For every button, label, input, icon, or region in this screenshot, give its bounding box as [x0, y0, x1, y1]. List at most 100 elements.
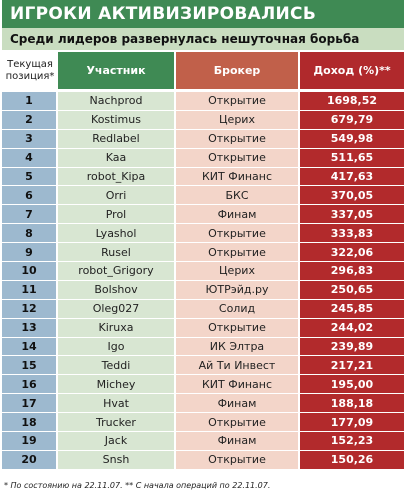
participant-cell: Nachprod: [58, 92, 176, 110]
participant-cell: Igo: [58, 337, 176, 356]
income-cell: 195,00: [300, 375, 404, 394]
table-row: 8 Lyashol Открытие 333,83: [2, 223, 404, 243]
table-row: 15 Teddi Ай Ти Инвест 217,21: [2, 355, 404, 375]
income-cell: 217,21: [300, 356, 404, 375]
position-cell: 5: [2, 167, 58, 186]
position-cell: 19: [2, 432, 58, 450]
income-cell: 188,18: [300, 394, 404, 413]
income-cell: 679,79: [300, 110, 404, 129]
table-row: 4 Kaa Открытие 511,65: [2, 147, 404, 167]
broker-cell: Открытие: [176, 413, 300, 432]
broker-cell: Открытие: [176, 318, 300, 337]
position-cell: 1: [2, 92, 58, 110]
income-cell: 322,06: [300, 243, 404, 262]
participant-cell: Michey: [58, 375, 176, 394]
participant-cell: Kaa: [58, 148, 176, 167]
table-row: 17 Hvat Финам 188,18: [2, 393, 404, 413]
participant-cell: robot_Grigory: [58, 262, 176, 280]
income-cell: 417,63: [300, 167, 404, 186]
broker-cell: Солид: [176, 299, 300, 318]
header-participant: Участник: [58, 52, 176, 89]
participant-cell: robot_Kipa: [58, 167, 176, 186]
broker-cell: Церих: [176, 110, 300, 129]
participant-cell: Trucker: [58, 413, 176, 432]
income-cell: 150,26: [300, 450, 404, 469]
broker-cell: КИТ Финанс: [176, 375, 300, 394]
broker-cell: КИТ Финанс: [176, 167, 300, 186]
table-row: 3 Redlabel Открытие 549,98: [2, 128, 404, 148]
income-cell: 239,89: [300, 337, 404, 356]
table-row: 11 Bolshov ЮТРэйд.ру 250,65: [2, 279, 404, 299]
position-cell: 18: [2, 413, 58, 432]
position-cell: 16: [2, 375, 58, 394]
table-body: 1 Nachprod Открытие 1698,52 2 Kostimus Церих 67…: [2, 91, 404, 469]
table-header: Текущая позиция* Участник Брокер Доход (…: [2, 52, 404, 89]
broker-cell: Финам: [176, 394, 300, 413]
table-row: 14 Igo ИК Элтра 239,89: [2, 336, 404, 356]
table-row: 5 robot_Kipa КИТ Финанс 417,63: [2, 166, 404, 186]
broker-cell: ИК Элтра: [176, 337, 300, 356]
broker-cell: Открытие: [176, 224, 300, 243]
position-cell: 2: [2, 110, 58, 129]
broker-cell: БКС: [176, 186, 300, 205]
income-cell: 337,05: [300, 205, 404, 224]
position-cell: 3: [2, 129, 58, 148]
header-income: Доход (%)**: [300, 52, 404, 89]
income-cell: 370,05: [300, 186, 404, 205]
table-row: 6 Orri БКС 370,05: [2, 185, 404, 205]
table-row: 19 Jack Финам 152,23: [2, 431, 404, 450]
broker-cell: Открытие: [176, 129, 300, 148]
participant-cell: Rusel: [58, 243, 176, 262]
broker-cell: Финам: [176, 205, 300, 224]
table-row: 1 Nachprod Открытие 1698,52: [2, 91, 404, 110]
income-cell: 177,09: [300, 413, 404, 432]
income-cell: 250,65: [300, 280, 404, 299]
header-position: Текущая позиция*: [2, 52, 58, 89]
position-cell: 6: [2, 186, 58, 205]
position-cell: 7: [2, 205, 58, 224]
position-cell: 13: [2, 318, 58, 337]
header-broker: Брокер: [176, 52, 300, 89]
participant-cell: Lyashol: [58, 224, 176, 243]
income-cell: 244,02: [300, 318, 404, 337]
broker-cell: ЮТРэйд.ру: [176, 280, 300, 299]
table-row: 13 Kiruxa Открытие 244,02: [2, 317, 404, 337]
broker-cell: Финам: [176, 432, 300, 450]
table-row: 16 Michey КИТ Финанс 195,00: [2, 374, 404, 394]
income-cell: 245,85: [300, 299, 404, 318]
position-cell: 17: [2, 394, 58, 413]
position-cell: 12: [2, 299, 58, 318]
table-row: 18 Trucker Открытие 177,09: [2, 412, 404, 432]
position-cell: 8: [2, 224, 58, 243]
position-cell: 20: [2, 450, 58, 469]
table-row: 20 Snsh Открытие 150,26: [2, 449, 404, 469]
position-cell: 14: [2, 337, 58, 356]
participant-cell: Oleg027: [58, 299, 176, 318]
participant-cell: Jack: [58, 432, 176, 450]
participant-cell: Hvat: [58, 394, 176, 413]
broker-cell: Открытие: [176, 92, 300, 110]
broker-cell: Открытие: [176, 243, 300, 262]
position-cell: 9: [2, 243, 58, 262]
position-cell: 15: [2, 356, 58, 375]
position-cell: 10: [2, 262, 58, 280]
footnote: * По состоянию на 22.11.07. ** С начала …: [4, 481, 271, 490]
income-cell: 549,98: [300, 129, 404, 148]
income-cell: 333,83: [300, 224, 404, 243]
page-subtitle: Среди лидеров развернулась нешуточная бо…: [2, 28, 404, 50]
participant-cell: Teddi: [58, 356, 176, 375]
table-row: 7 Prol Финам 337,05: [2, 204, 404, 224]
participant-cell: Bolshov: [58, 280, 176, 299]
participant-cell: Kostimus: [58, 110, 176, 129]
table-row: 10 robot_Grigory Церих 296,83: [2, 261, 404, 280]
table-row: 12 Oleg027 Солид 245,85: [2, 298, 404, 318]
income-cell: 296,83: [300, 262, 404, 280]
position-cell: 11: [2, 280, 58, 299]
participant-cell: Snsh: [58, 450, 176, 469]
table-row: 9 Rusel Открытие 322,06: [2, 242, 404, 262]
broker-cell: Ай Ти Инвест: [176, 356, 300, 375]
income-cell: 511,65: [300, 148, 404, 167]
page-title: ИГРОКИ АКТИВИЗИРОВАЛИСЬ: [2, 0, 404, 28]
income-cell: 152,23: [300, 432, 404, 450]
